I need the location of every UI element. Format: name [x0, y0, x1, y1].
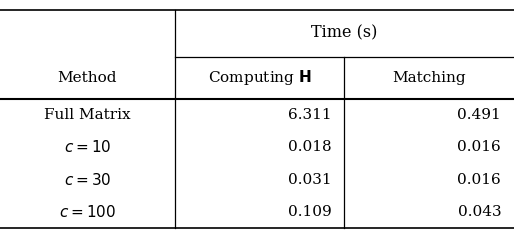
Text: Time (s): Time (s)	[311, 25, 378, 42]
Text: 0.031: 0.031	[288, 173, 332, 187]
Text: 0.016: 0.016	[457, 173, 501, 187]
Text: Method: Method	[58, 71, 117, 85]
Text: Full Matrix: Full Matrix	[44, 108, 131, 122]
Text: $c = 30$: $c = 30$	[64, 172, 111, 188]
Text: Matching: Matching	[392, 71, 466, 85]
Text: 6.311: 6.311	[288, 108, 332, 122]
Text: 0.109: 0.109	[288, 205, 332, 219]
Text: $c = 10$: $c = 10$	[64, 139, 111, 155]
Text: 0.491: 0.491	[457, 108, 501, 122]
Text: $c = 100$: $c = 100$	[59, 204, 116, 220]
Text: 0.018: 0.018	[288, 140, 332, 154]
Text: 0.043: 0.043	[457, 205, 501, 219]
Text: 0.016: 0.016	[457, 140, 501, 154]
Text: Computing $\mathbf{H}$: Computing $\mathbf{H}$	[208, 69, 311, 87]
